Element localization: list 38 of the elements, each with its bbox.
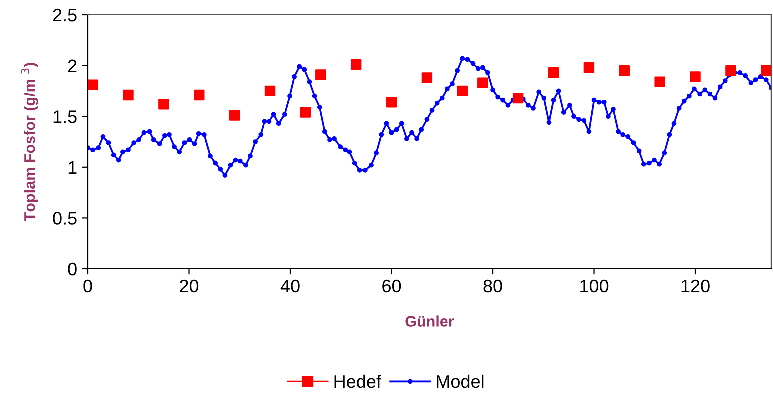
- point: [478, 78, 488, 88]
- point: [158, 99, 170, 110]
- x-axis-title: Günler: [406, 316, 454, 327]
- point: [584, 62, 595, 74]
- x-tick-label: 60: [382, 280, 402, 293]
- point: [123, 90, 134, 101]
- y-tick-label: 1: [68, 162, 77, 174]
- x-tick-label: 20: [180, 280, 199, 293]
- point: [300, 107, 312, 118]
- legend-label: Hedef: [334, 374, 382, 388]
- y-axis-title: Toplam Fosfor (g/m $^{3}$): [21, 63, 38, 222]
- x-tick-label: 120: [682, 280, 710, 293]
- y-tick-label: 0: [68, 262, 77, 276]
- point: [386, 97, 398, 108]
- legend-label: Model: [437, 374, 484, 388]
- point: [619, 66, 630, 76]
- x-tick-label: 0: [84, 280, 92, 293]
- y-tick-label: 2.5: [53, 8, 77, 22]
- point: [264, 86, 276, 97]
- x-tick-label: 80: [484, 280, 502, 293]
- point: [654, 76, 666, 88]
- y-tick-label: 0.5: [53, 212, 77, 225]
- x-tick-label: 40: [280, 280, 300, 293]
- point: [229, 110, 240, 121]
- point: [690, 72, 701, 82]
- y-tick-label: 1.5: [54, 110, 77, 124]
- point: [726, 66, 736, 76]
- point: [512, 92, 524, 104]
- point: [761, 66, 772, 76]
- point: [422, 72, 433, 84]
- y-tick-label: 2: [68, 60, 77, 72]
- point: [350, 59, 362, 70]
- point: [194, 90, 205, 101]
- point: [548, 68, 560, 78]
- point: [457, 86, 468, 97]
- point: [316, 70, 326, 80]
- point: [88, 80, 98, 90]
- x-tick-label: 100: [580, 280, 609, 293]
